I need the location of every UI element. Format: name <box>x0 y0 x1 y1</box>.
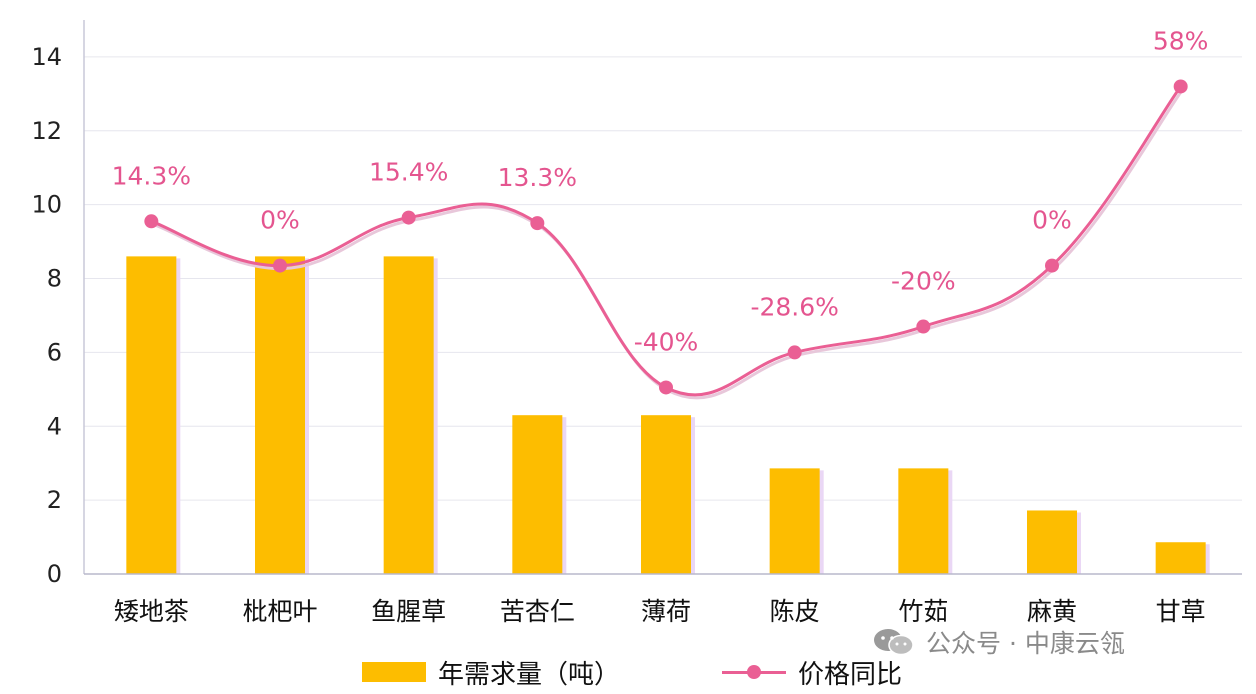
x-tick-label: 薄荷 <box>641 597 691 626</box>
y-axis: 0 2 4 6 8 10 12 14 <box>31 20 85 588</box>
bar <box>126 256 177 574</box>
x-tick-label: 陈皮 <box>770 597 820 626</box>
data-label: -40% <box>634 327 699 356</box>
legend-bar-swatch <box>362 662 426 682</box>
x-tick-label: 矮地茶 <box>114 597 189 626</box>
bar <box>769 468 820 574</box>
line-point <box>1173 79 1188 94</box>
bar-series <box>126 256 1210 574</box>
line-point <box>1045 258 1059 273</box>
x-tick-label: 竹茹 <box>898 597 948 626</box>
x-tick-label: 麻黄 <box>1027 597 1077 626</box>
legend-item-bar[interactable]: 年需求量（吨） <box>362 652 620 692</box>
watermark: 公众号 · 中康云瓴 <box>872 622 1125 662</box>
bar <box>383 256 434 574</box>
bar <box>641 415 691 574</box>
y-tick-label: 4 <box>47 412 62 440</box>
wechat-icon <box>874 629 914 656</box>
data-label: 0% <box>1032 206 1072 235</box>
data-label: -28.6% <box>750 292 838 321</box>
legend-line-swatch <box>722 662 786 682</box>
line-point <box>273 258 287 273</box>
y-tick-label: 8 <box>47 265 62 293</box>
watermark-text: 公众号 · 中康云瓴 <box>926 629 1125 658</box>
bar <box>512 415 563 574</box>
legend-line-label: 价格同比 <box>798 659 903 690</box>
line-point <box>787 345 802 360</box>
line-point <box>401 210 416 225</box>
data-label: -20% <box>891 267 956 296</box>
y-tick-label: 10 <box>31 191 62 219</box>
y-tick-label: 2 <box>47 486 62 514</box>
x-tick-label: 鱼腥草 <box>371 597 446 626</box>
y-tick-label: 6 <box>47 338 62 366</box>
legend-bar-label: 年需求量（吨） <box>438 659 621 690</box>
line-point <box>916 319 931 334</box>
x-tick-label: 枇杷叶 <box>242 597 317 626</box>
line-series: 14.3% 0% 15.4% 13.3% -40% -28.6% -20% 0% 58% <box>112 26 1209 400</box>
legend-item-line[interactable]: 价格同比 <box>722 652 902 692</box>
bar <box>1027 510 1077 574</box>
y-tick-label: 12 <box>31 117 62 145</box>
x-axis: 矮地茶 枇杷叶 鱼腥草 苦杏仁 薄荷 陈皮 竹茹 麻黄 甘草 <box>84 573 1242 626</box>
bar <box>255 256 305 574</box>
line-point <box>659 380 673 395</box>
data-label: 15.4% <box>369 158 448 187</box>
data-label: 58% <box>1153 26 1209 55</box>
line-point <box>530 216 545 231</box>
data-label: 0% <box>260 206 300 235</box>
y-tick-label: 0 <box>47 560 62 588</box>
data-label: 13.3% <box>498 163 577 192</box>
line-point <box>144 214 159 229</box>
x-tick-label: 苦杏仁 <box>500 597 575 626</box>
x-tick-label: 甘草 <box>1156 597 1206 626</box>
data-label: 14.3% <box>112 161 191 190</box>
bar <box>898 468 949 574</box>
bar <box>1155 542 1206 574</box>
y-tick-label: 14 <box>31 43 62 71</box>
